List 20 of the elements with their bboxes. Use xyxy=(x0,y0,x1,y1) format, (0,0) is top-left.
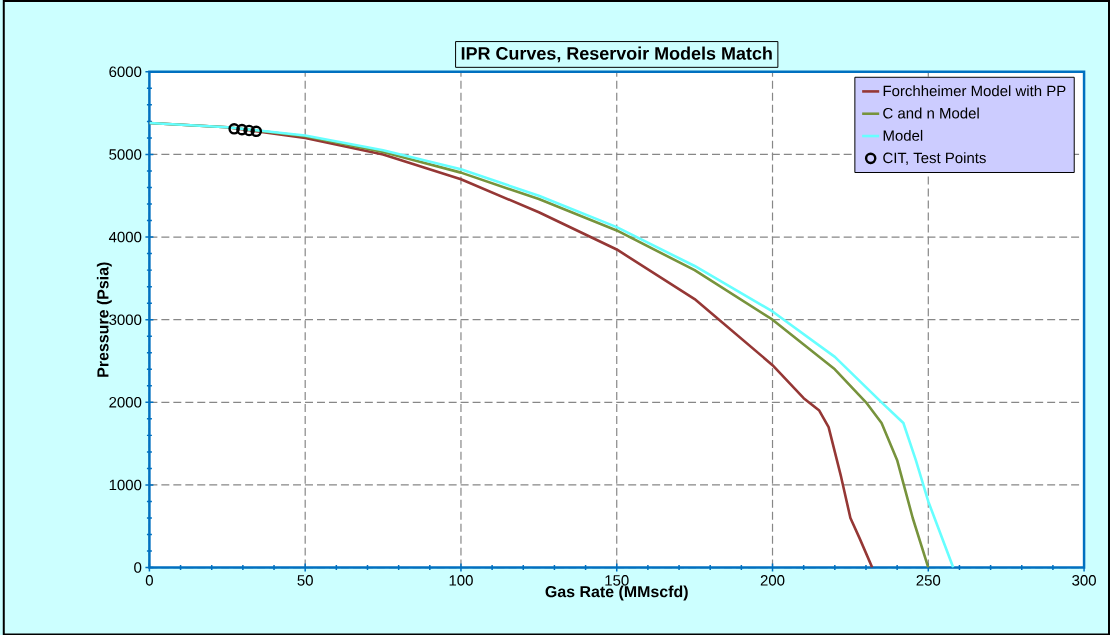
y-tick-label: 3000 xyxy=(109,314,142,325)
x-tick-label: 50 xyxy=(297,574,313,586)
x-tick-label: 200 xyxy=(760,574,785,586)
y-tick-label: 0 xyxy=(134,562,142,573)
x-tick-label: 100 xyxy=(449,574,473,586)
x-tick-label: 300 xyxy=(1072,574,1096,586)
legend-label: CIT, Test Points xyxy=(883,151,986,165)
legend-label: C and n Model xyxy=(883,107,979,119)
y-tick-label: 2000 xyxy=(109,396,142,408)
y-tick-label: 6000 xyxy=(109,66,142,77)
chart-title: IPR Curves, Reservoir Models Match xyxy=(461,46,772,63)
x-axis-title: Gas Rate (MMscfd) xyxy=(545,585,688,601)
x-tick-label: 150 xyxy=(605,574,629,586)
x-tick-label: 250 xyxy=(916,574,941,586)
x-tick-label: 0 xyxy=(145,574,153,586)
y-tick-label: 4000 xyxy=(108,231,142,243)
y-tick-label: 5000 xyxy=(109,148,142,160)
legend-label: Forchheimer Model with PP xyxy=(883,85,1066,97)
legend-label: Model xyxy=(883,129,923,141)
y-tick-label: 1000 xyxy=(109,479,142,491)
